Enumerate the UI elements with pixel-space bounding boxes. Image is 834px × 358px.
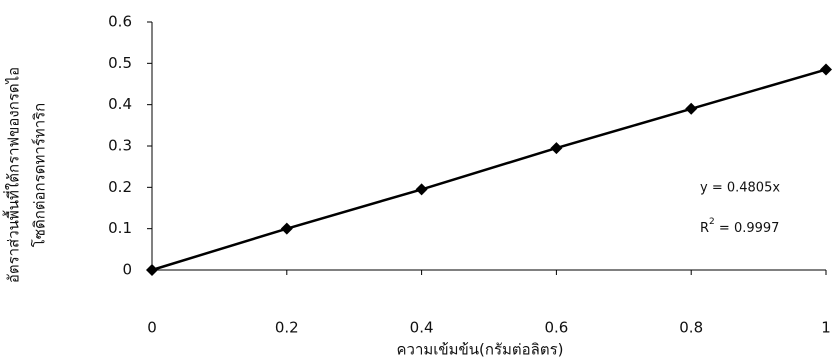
- y-axis-label: โซดิกต่อกรดทาร์ทาริก: [31, 103, 49, 248]
- x-axis-label: ความเข้มข้น(กรัมต่อลิตร): [396, 341, 563, 358]
- chart: อัตราส่วนพื้นที่ใต้กราฟของกรดไอ โซดิกต่อ…: [0, 0, 834, 358]
- x-tick-label: 0.8: [679, 319, 703, 337]
- data-point: [416, 183, 428, 195]
- r-value: = 0.9997: [715, 221, 780, 236]
- y-tick-label: 0: [122, 261, 132, 279]
- x-tick-label: 0.2: [275, 319, 299, 337]
- x-tick-label: 0.6: [544, 319, 568, 337]
- y-tick-label: 0.5: [108, 54, 132, 72]
- y-tick-label: 0.2: [108, 178, 132, 196]
- r-symbol: R: [700, 221, 709, 236]
- y-tick-label: 0.3: [108, 137, 132, 155]
- data-point: [550, 142, 562, 154]
- data-point: [685, 103, 697, 115]
- x-tick-label: 0: [147, 319, 157, 337]
- y-tick-label: 0.4: [108, 95, 132, 113]
- r-squared: R2 = 0.9997: [700, 217, 779, 236]
- series-line: [152, 70, 826, 270]
- y-axis-label: อัตราส่วนพื้นที่ใต้กราฟของกรดไอ: [3, 67, 23, 283]
- x-tick-label: 1: [821, 319, 831, 337]
- page: {"chart_data": {"type": "scatter_line", …: [0, 0, 834, 358]
- data-point: [281, 223, 293, 235]
- x-tick-label: 0.4: [410, 319, 434, 337]
- data-point: [146, 264, 158, 276]
- equation: y = 0.4805x: [700, 181, 780, 196]
- y-tick-label: 0.6: [108, 13, 132, 31]
- data-point: [820, 64, 832, 76]
- y-tick-label: 0.1: [108, 219, 132, 237]
